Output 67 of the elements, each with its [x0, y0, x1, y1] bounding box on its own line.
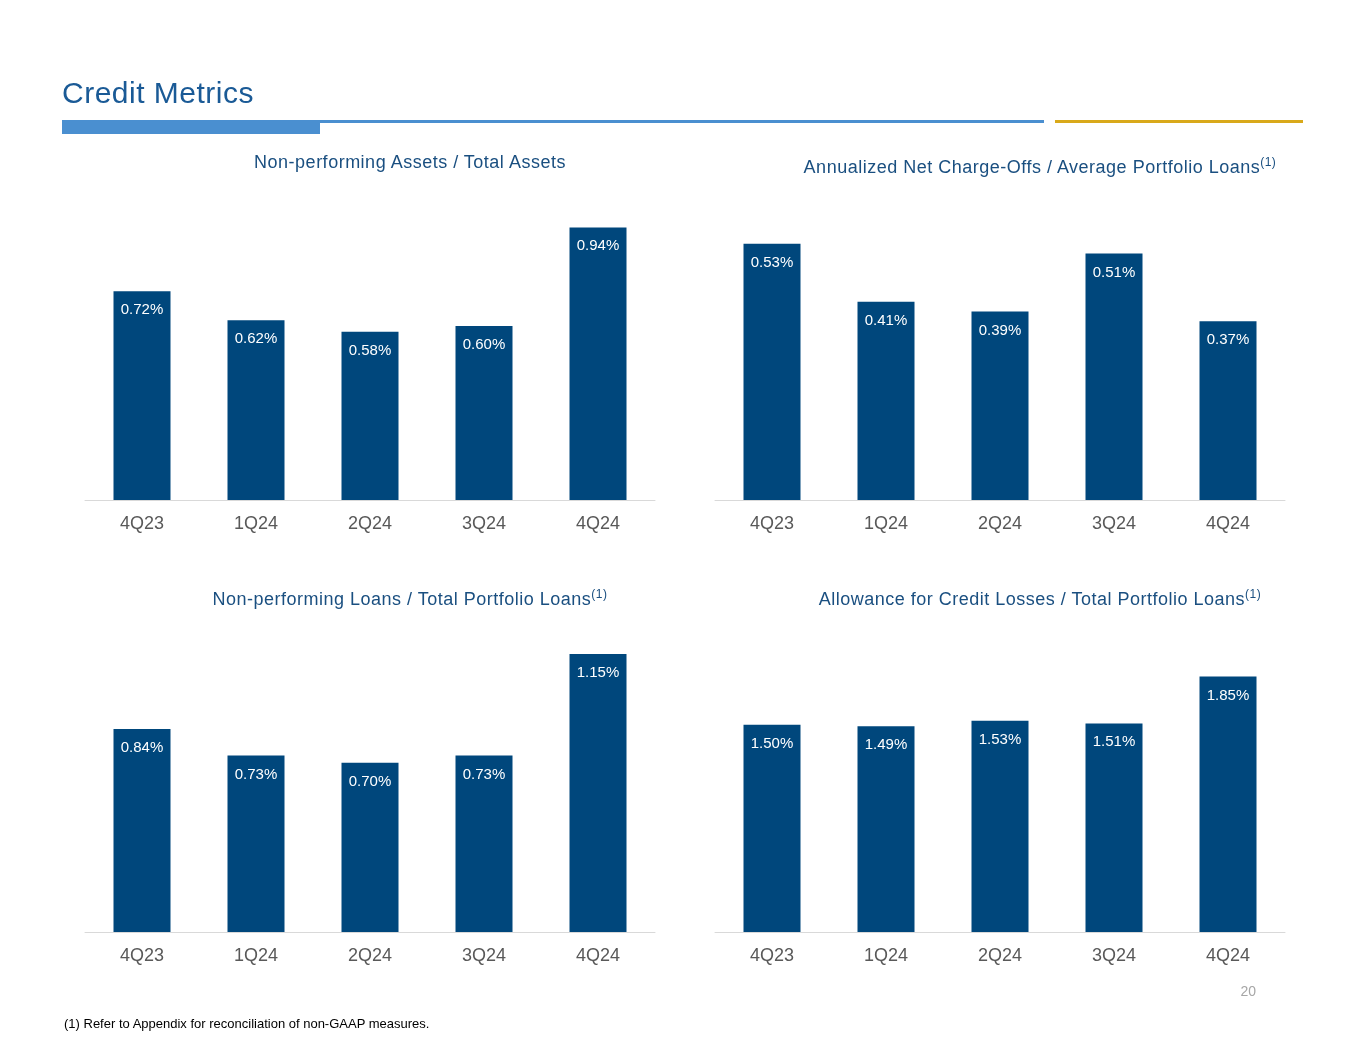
data-label: 0.94%	[576, 236, 620, 254]
text: Credit Metrics	[62, 76, 255, 110]
x-tick-label: 4Q24	[1205, 513, 1251, 533]
x-tick-label: 4Q23	[749, 513, 795, 533]
bar	[569, 227, 627, 500]
bar	[455, 755, 513, 932]
chart-title: Allowance for Credit Losses / Total Portfolio Loans$^{(1)}$	[817, 586, 1263, 611]
x-tick-label: 1Q24	[863, 513, 909, 533]
data-label: 0.58%	[348, 340, 392, 358]
data-label: 0.72%	[120, 300, 164, 318]
data-label: 1.49%	[864, 735, 908, 753]
bar	[1085, 253, 1143, 500]
bar	[971, 311, 1029, 500]
chart-title: Non-performing Assets / Total Assets	[253, 151, 567, 174]
text: 20	[1239, 983, 1256, 999]
bar	[113, 291, 171, 500]
bar	[455, 326, 513, 500]
x-tick-label: 3Q24	[1091, 945, 1137, 965]
bar	[743, 243, 801, 500]
x-tick-label: 2Q24	[977, 513, 1023, 533]
bar	[341, 331, 399, 500]
data-label: 0.62%	[234, 329, 278, 347]
x-tick-label: 4Q24	[1205, 945, 1251, 965]
x-tick-label: 4Q24	[575, 945, 621, 965]
data-label: 1.85%	[1206, 685, 1250, 703]
bar	[1199, 676, 1257, 932]
x-tick-label: 1Q24	[233, 945, 279, 965]
text: (1) Refer to Appendix for reconciliation of non-GAAP measures.	[64, 1016, 430, 1031]
data-label: 1.50%	[750, 733, 794, 751]
data-label: 0.39%	[978, 320, 1022, 338]
x-tick-label: 4Q23	[119, 513, 165, 533]
chart-title: Annualized Net Charge-Offs / Average Portfolio Loans$^{(1)}$	[802, 154, 1278, 179]
bar	[1085, 723, 1143, 932]
x-tick-label: 3Q24	[461, 513, 507, 533]
bar	[743, 724, 801, 932]
data-label: 0.37%	[1206, 330, 1250, 348]
x-tick-label: 4Q24	[575, 513, 621, 533]
bar	[971, 720, 1029, 932]
x-tick-label: 2Q24	[977, 945, 1023, 965]
data-label: 0.51%	[1092, 262, 1136, 280]
x-tick-label: 2Q24	[347, 513, 393, 533]
bar	[569, 654, 627, 932]
bar	[857, 301, 915, 500]
x-tick-label: 3Q24	[1091, 513, 1137, 533]
data-label: 1.51%	[1092, 732, 1136, 750]
x-tick-label: 2Q24	[347, 945, 393, 965]
bar	[857, 726, 915, 932]
data-label: 0.73%	[234, 764, 278, 782]
data-label: 0.53%	[750, 252, 794, 270]
data-label: 0.41%	[864, 310, 908, 328]
data-label: 1.15%	[576, 663, 620, 681]
bar	[341, 762, 399, 932]
bar	[227, 320, 285, 500]
data-label: 0.84%	[120, 738, 164, 755]
x-tick-label: 4Q23	[119, 945, 165, 965]
data-label: 0.73%	[462, 764, 506, 782]
x-tick-label: 4Q23	[749, 945, 795, 965]
data-label: 0.70%	[348, 771, 392, 789]
chart-title: Non-performing Loans / Total Portfolio Loans$^{(1)}$	[211, 586, 609, 611]
bar	[113, 729, 171, 932]
bar	[1199, 321, 1257, 500]
data-label: 0.60%	[462, 335, 506, 352]
bar	[227, 755, 285, 932]
x-tick-label: 3Q24	[461, 945, 507, 965]
x-tick-label: 1Q24	[863, 945, 909, 965]
data-label: 1.53%	[978, 729, 1022, 747]
x-tick-label: 1Q24	[233, 513, 279, 533]
